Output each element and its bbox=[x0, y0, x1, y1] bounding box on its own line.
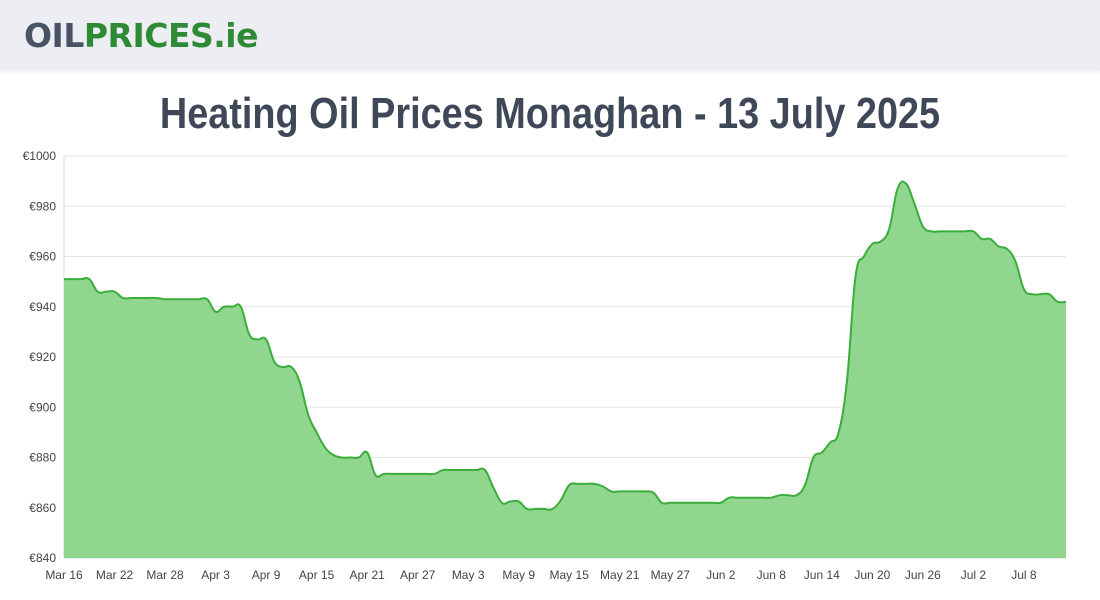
y-tick-label: €840 bbox=[29, 551, 56, 565]
y-tick-label: €900 bbox=[29, 400, 56, 414]
y-tick-label: €1000 bbox=[23, 149, 57, 163]
x-tick-label: Jun 8 bbox=[757, 568, 787, 582]
y-tick-label: €920 bbox=[29, 350, 56, 364]
page-title: Heating Oil Prices Monaghan - 13 July 20… bbox=[159, 89, 941, 138]
x-tick-label: Apr 9 bbox=[252, 568, 281, 582]
site-logo[interactable]: OILPRICES.ie bbox=[24, 14, 258, 58]
y-tick-label: €880 bbox=[29, 451, 56, 465]
x-tick-label: Jun 14 bbox=[804, 568, 840, 582]
x-tick-label: Jul 2 bbox=[961, 568, 987, 582]
x-tick-label: Apr 3 bbox=[201, 568, 230, 582]
logo-oil-text: OIL bbox=[24, 16, 84, 55]
x-tick-label: Jun 20 bbox=[854, 568, 890, 582]
x-tick-label: Jun 2 bbox=[706, 568, 736, 582]
price-series-line bbox=[64, 180, 1067, 511]
x-tick-label: Jul 8 bbox=[1011, 568, 1037, 582]
y-tick-label: €960 bbox=[29, 250, 56, 264]
x-tick-label: Apr 15 bbox=[299, 568, 335, 582]
x-tick-label: Apr 21 bbox=[349, 568, 385, 582]
y-tick-label: €860 bbox=[29, 501, 56, 515]
x-tick-label: May 9 bbox=[502, 568, 535, 582]
x-tick-label: May 3 bbox=[452, 568, 485, 582]
x-tick-label: Mar 22 bbox=[96, 568, 134, 582]
x-tick-label: May 21 bbox=[600, 568, 640, 582]
price-area-fill bbox=[64, 181, 1066, 558]
x-tick-label: Mar 16 bbox=[45, 568, 83, 582]
x-tick-label: May 15 bbox=[550, 568, 590, 582]
x-tick-label: Mar 28 bbox=[146, 568, 184, 582]
y-tick-label: €940 bbox=[29, 300, 56, 314]
logo-prices-text: PRICES bbox=[83, 16, 214, 55]
site-header: OILPRICES.ie bbox=[0, 0, 1100, 70]
x-tick-label: Jun 26 bbox=[905, 568, 941, 582]
y-tick-label: €980 bbox=[29, 199, 56, 213]
logo-tld-text: .ie bbox=[213, 16, 258, 55]
x-tick-label: May 27 bbox=[651, 568, 691, 582]
x-tick-label: Apr 27 bbox=[400, 568, 436, 582]
